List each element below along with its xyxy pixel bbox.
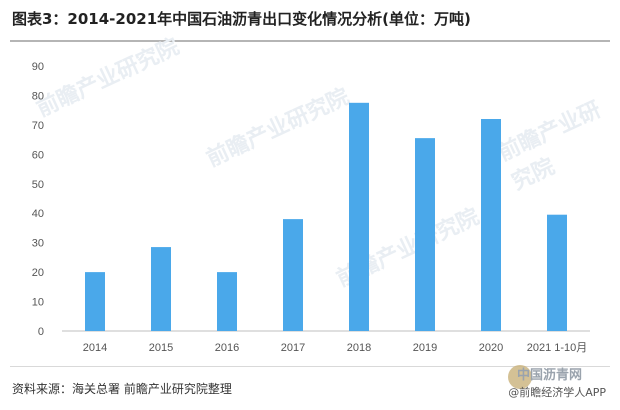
source-note: 资料来源：海关总署 前瞻产业研究院整理 [12, 382, 232, 396]
brand-logo-icon [508, 365, 532, 389]
y-tick-label: 0 [38, 326, 44, 338]
brand-app-name: @前瞻经济学人APP [508, 386, 606, 399]
bar [481, 119, 501, 331]
x-tick-label: 2014 [83, 342, 107, 354]
y-tick-label: 70 [32, 120, 44, 132]
x-tick-label: 2019 [413, 342, 437, 354]
bar [151, 247, 171, 331]
y-tick-label: 80 [32, 90, 44, 102]
y-tick-label: 60 [32, 149, 44, 161]
brand-site-name: 中国沥青网 [516, 368, 582, 383]
x-tick-label: 2018 [347, 342, 371, 354]
x-tick-label: 2020 [479, 342, 503, 354]
x-tick-label: 2016 [215, 342, 239, 354]
bar [85, 272, 105, 331]
x-tick-label: 2017 [281, 342, 305, 354]
header-divider [10, 40, 610, 42]
x-tick-label: 2015 [149, 342, 173, 354]
bar [547, 214, 567, 331]
y-tick-label: 20 [32, 267, 44, 279]
y-tick-label: 50 [32, 179, 44, 191]
bar [217, 272, 237, 331]
y-tick-label: 90 [32, 61, 44, 73]
y-tick-label: 30 [32, 238, 44, 250]
y-tick-label: 10 [32, 297, 44, 309]
footer-divider [10, 366, 610, 367]
chart-title: 图表3：2014-2021年中国石油沥青出口变化情况分析(单位：万吨) [12, 10, 471, 28]
bar [283, 219, 303, 331]
bar [349, 102, 369, 331]
x-tick-label: 2021 1-10月 [527, 342, 588, 354]
bar [415, 138, 435, 331]
y-tick-label: 40 [32, 208, 44, 220]
